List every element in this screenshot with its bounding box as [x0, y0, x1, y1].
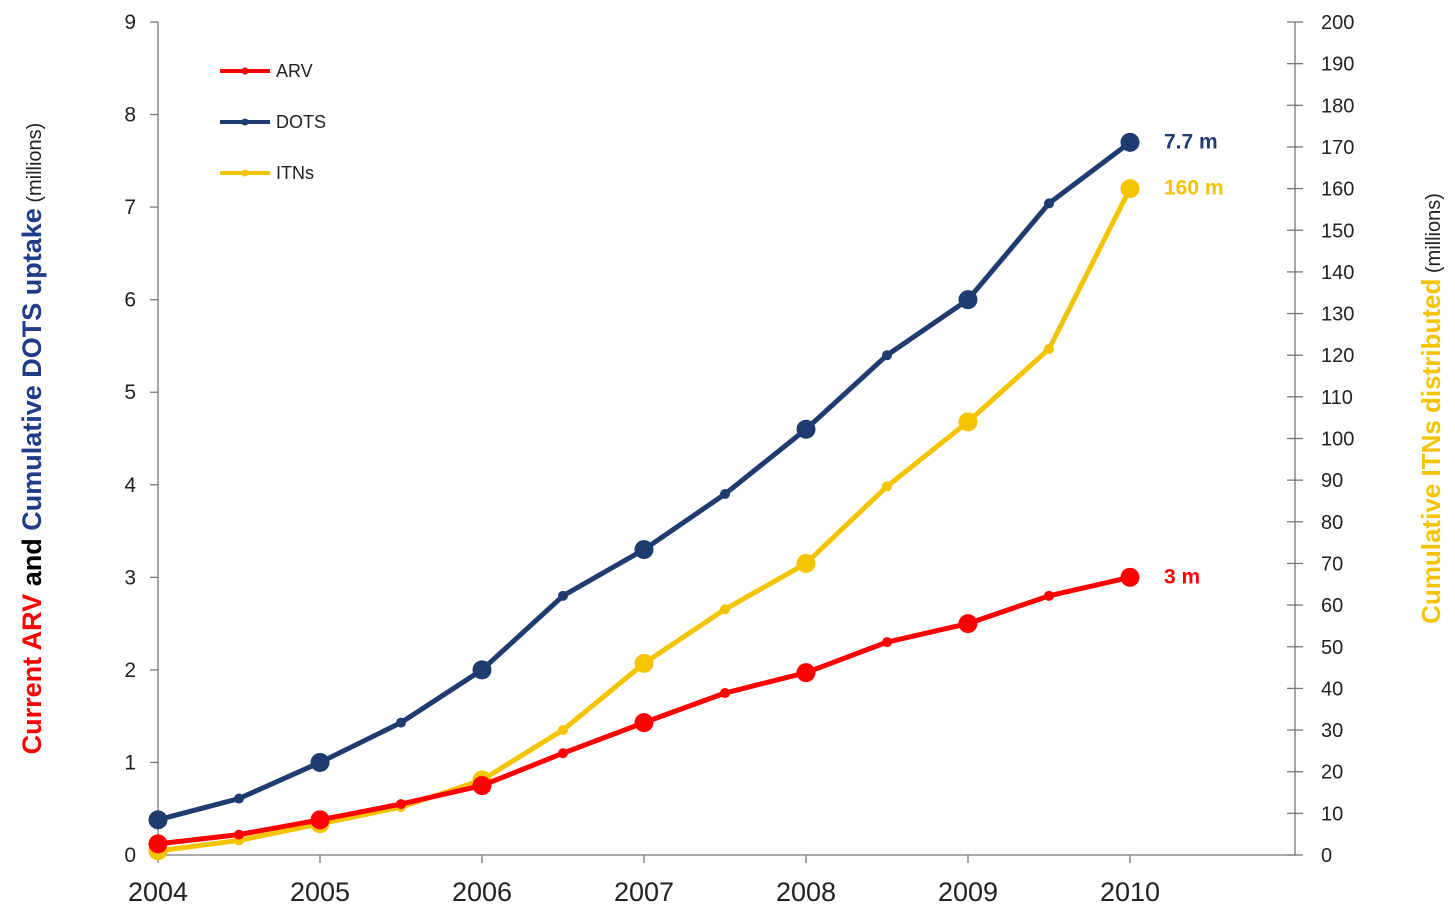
left-y-tick-label: 1: [124, 751, 136, 774]
x-tick-label: 2005: [290, 877, 350, 907]
arv-data-point: [310, 810, 330, 830]
right-y-tick-label: 120: [1321, 345, 1354, 367]
right-y-tick-label: 50: [1321, 637, 1343, 659]
dots-data-point: [958, 290, 978, 310]
legend-label-itns: ITNs: [276, 163, 314, 183]
right-y-tick-label: 100: [1321, 429, 1354, 451]
arv-data-point: [796, 663, 816, 683]
end-labels: 3 m 7.7 m 160 m: [1164, 130, 1224, 588]
left-y-tick-label: 0: [124, 844, 136, 867]
right-y-tick-label: 80: [1321, 512, 1343, 534]
dots-data-point: [1120, 132, 1140, 152]
dots-data-point: [472, 660, 492, 680]
itns-data-point: [634, 653, 654, 673]
dots-data-point: [234, 793, 244, 804]
left-axis-title-part: (millions): [24, 123, 46, 209]
right-axis-title: Cumulative ITNs distributed (millions): [1416, 193, 1446, 624]
right-y-tick-label: 130: [1321, 304, 1354, 326]
right-y-tick-label: 150: [1321, 220, 1354, 242]
dots-data-point: [148, 810, 168, 830]
dots-data-point: [310, 752, 330, 772]
left-axis-title-part: Cumulative DOTS uptake: [17, 208, 47, 531]
right-y-tick-label: 170: [1321, 137, 1354, 159]
left-axis-title-part: Current ARV: [17, 594, 47, 755]
end-label-itns: 160 m: [1164, 177, 1224, 200]
right-y-tick-label: 160: [1321, 179, 1354, 201]
axis-labels: Current ARV and Cumulative DOTS uptake (…: [17, 123, 1446, 755]
legend-marker-itns: [241, 169, 249, 177]
left-y-tick-label: 4: [124, 474, 136, 497]
series: [148, 132, 1140, 861]
dots-data-point: [558, 590, 568, 601]
legend: ARV DOTS ITNs: [220, 61, 326, 183]
left-y-tick-label: 3: [124, 566, 136, 589]
left-axis-title-part: and: [17, 531, 47, 594]
right-y-tick-label: 90: [1321, 470, 1343, 492]
left-y-tick-label: 8: [124, 104, 136, 127]
arv-series-line: [155, 574, 1133, 847]
left-y-tick-label: 2: [124, 659, 136, 682]
right-y-tick-label: 190: [1321, 54, 1354, 76]
right-y-tick-label: 20: [1321, 762, 1343, 784]
right-y-tick-label: 200: [1321, 12, 1354, 34]
x-tick-label: 2004: [128, 877, 188, 907]
arv-data-point: [1044, 590, 1054, 601]
x-tick-label: 2007: [614, 877, 674, 907]
right-y-tick-label: 10: [1321, 803, 1343, 825]
itns-data-point: [558, 725, 568, 736]
x-tick-label: 2008: [776, 877, 836, 907]
right-y-tick-label: 140: [1321, 262, 1354, 284]
right-y-tick-label: 30: [1321, 720, 1343, 742]
axes: 0123456789010203040506070809010011012013…: [124, 11, 1354, 907]
left-axis-title: Current ARV and Cumulative DOTS uptake (…: [17, 123, 47, 755]
dots-data-point: [720, 489, 730, 500]
legend-marker-dots: [241, 118, 249, 126]
right-y-tick-label: 40: [1321, 678, 1343, 700]
dots-data-point: [396, 717, 406, 728]
x-tick-label: 2009: [938, 877, 998, 907]
arv-data-point: [634, 713, 654, 733]
arv-data-point: [558, 748, 568, 759]
legend-label-arv: ARV: [276, 61, 313, 81]
itns-data-point: [1120, 179, 1140, 199]
x-tick-label: 2006: [452, 877, 512, 907]
right-axis-title-part: Cumulative ITNs distributed: [1416, 279, 1446, 624]
arv-data-point: [720, 688, 730, 699]
arv-data-point: [148, 834, 168, 854]
arv-data-point: [396, 799, 406, 810]
legend-marker-arv: [241, 67, 249, 75]
right-y-tick-label: 0: [1321, 845, 1332, 867]
dots-data-point: [634, 540, 654, 560]
arv-data-point: [882, 637, 892, 648]
right-y-tick-label: 70: [1321, 553, 1343, 575]
itns-data-point: [1044, 343, 1054, 354]
dots-data-point: [882, 350, 892, 361]
end-label-dots: 7.7 m: [1164, 130, 1218, 153]
right-y-tick-label: 60: [1321, 595, 1343, 617]
arv-data-point: [234, 829, 244, 840]
arv-data-point: [472, 776, 492, 796]
end-label-arv: 3 m: [1164, 565, 1200, 588]
itns-data-point: [882, 481, 892, 492]
dots-data-point: [796, 419, 816, 439]
left-y-tick-label: 7: [124, 196, 136, 219]
right-y-tick-label: 110: [1321, 387, 1353, 409]
x-tick-label: 2010: [1100, 877, 1160, 907]
dots-data-point: [1044, 198, 1054, 209]
itns-series-line: [155, 186, 1133, 854]
arv-data-point: [1120, 567, 1140, 587]
itns-data-point: [720, 604, 730, 615]
right-axis-title-part: (millions): [1423, 193, 1445, 279]
itns-data-point: [796, 553, 816, 573]
legend-label-dots: DOTS: [276, 112, 326, 132]
left-y-tick-label: 6: [124, 289, 136, 312]
itns-data-point: [958, 412, 978, 432]
right-y-tick-label: 180: [1321, 95, 1354, 117]
left-y-tick-label: 5: [124, 381, 136, 404]
left-y-tick-label: 9: [124, 11, 136, 34]
arv-data-point: [958, 614, 978, 634]
